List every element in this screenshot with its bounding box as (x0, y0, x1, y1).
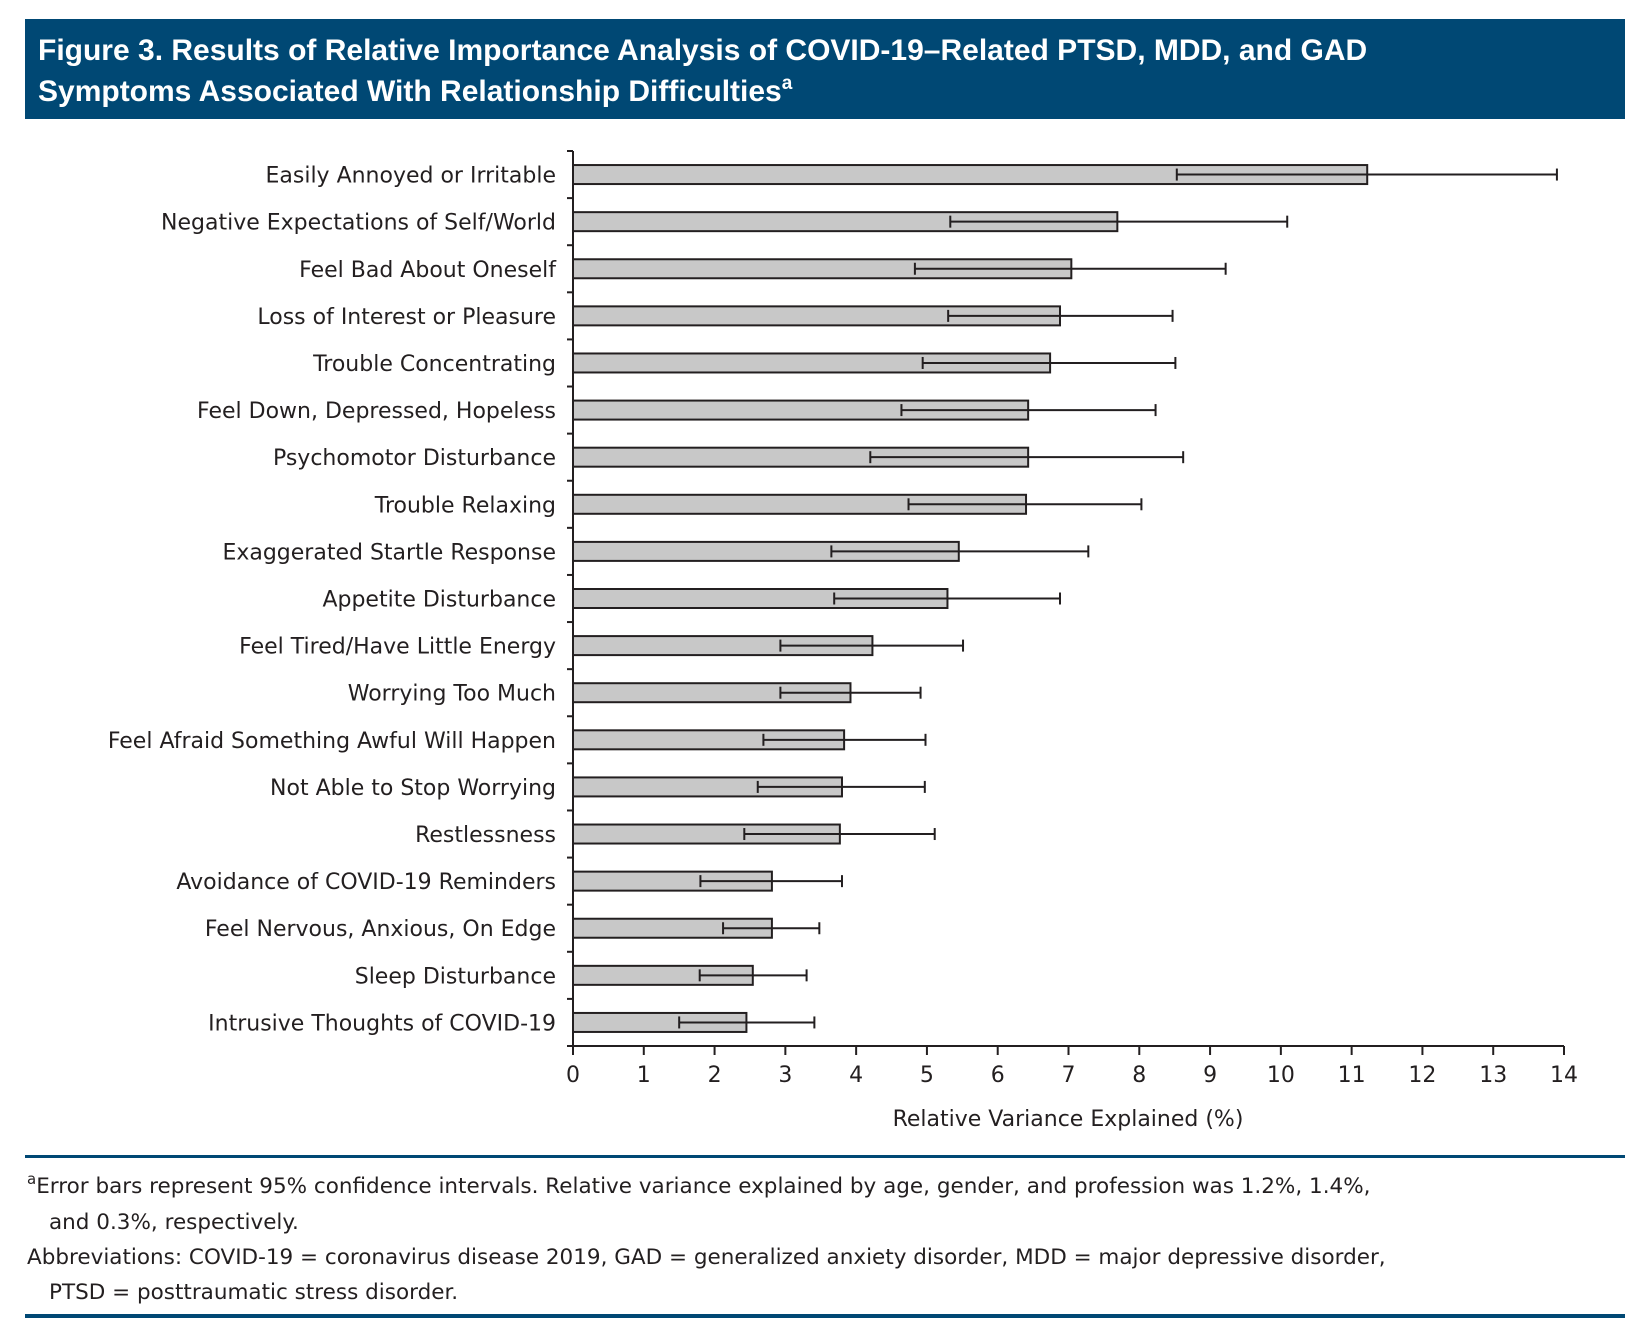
figure-title-line2: Symptoms Associated With Relationship Di… (38, 73, 793, 108)
category-label: Psychomotor Disturbance (273, 446, 556, 471)
footnote-line2: and 0.3%, respectively. (49, 1210, 299, 1235)
title-band (25, 19, 1625, 119)
category-label: Intrusive Thoughts of COVID-19 (208, 1011, 556, 1036)
category-label: Appetite Disturbance (322, 588, 556, 613)
category-label: Feel Afraid Something Awful Will Happen (108, 729, 556, 754)
category-label: Avoidance of COVID-19 Reminders (176, 870, 556, 895)
figure-title-line1: Figure 3. Results of Relative Importance… (38, 34, 1367, 67)
x-tick-label: 7 (1062, 1063, 1076, 1088)
category-label: Feel Tired/Have Little Energy (239, 635, 556, 660)
category-label: Loss of Interest or Pleasure (257, 305, 556, 330)
category-label: Restlessness (415, 823, 556, 848)
title-line2-text: Symptoms Associated With Relationship Di… (38, 75, 782, 108)
x-axis-label: Relative Variance Explained (%) (893, 1107, 1244, 1132)
x-tick-label: 2 (708, 1063, 722, 1088)
x-tick-label: 9 (1203, 1063, 1217, 1088)
x-tick-label: 5 (920, 1063, 934, 1088)
x-tick-label: 8 (1132, 1063, 1146, 1088)
category-label: Exaggerated Startle Response (222, 540, 556, 565)
x-tick-label: 11 (1338, 1063, 1366, 1088)
abbreviations-line1: Abbreviations: COVID-19 = coronavirus di… (27, 1245, 1386, 1270)
title-superscript: a (782, 73, 793, 94)
x-tick-label: 4 (849, 1063, 863, 1088)
x-tick-label: 6 (991, 1063, 1005, 1088)
footnote-superscript: a (27, 1170, 36, 1188)
abbreviations-line2: PTSD = posttraumatic stress disorder. (49, 1280, 458, 1305)
category-label: Feel Down, Depressed, Hopeless (197, 399, 556, 424)
x-tick-label: 10 (1267, 1063, 1295, 1088)
x-tick-label: 13 (1479, 1063, 1507, 1088)
category-label: Negative Expectations of Self/World (161, 211, 556, 236)
x-tick-label: 14 (1550, 1063, 1578, 1088)
footnote-error-bars: aError bars represent 95% confidence int… (27, 1170, 1370, 1199)
footnote-top-rule (25, 1155, 1625, 1158)
category-label: Easily Annoyed or Irritable (265, 164, 556, 189)
x-tick-label: 12 (1408, 1063, 1436, 1088)
category-label: Not Able to Stop Worrying (270, 776, 556, 801)
category-label: Worrying Too Much (348, 682, 556, 707)
category-label: Feel Bad About Oneself (299, 258, 557, 283)
x-tick-label: 1 (637, 1063, 651, 1088)
category-label: Trouble Relaxing (374, 493, 556, 518)
x-tick-label: 0 (566, 1063, 580, 1088)
footnote-line1: Error bars represent 95% confidence inte… (36, 1174, 1370, 1199)
category-label: Trouble Concentrating (312, 352, 556, 377)
category-label: Feel Nervous, Anxious, On Edge (205, 917, 556, 942)
x-tick-label: 3 (778, 1063, 792, 1088)
footnote-bottom-rule (25, 1314, 1625, 1318)
category-label: Sleep Disturbance (355, 964, 556, 989)
